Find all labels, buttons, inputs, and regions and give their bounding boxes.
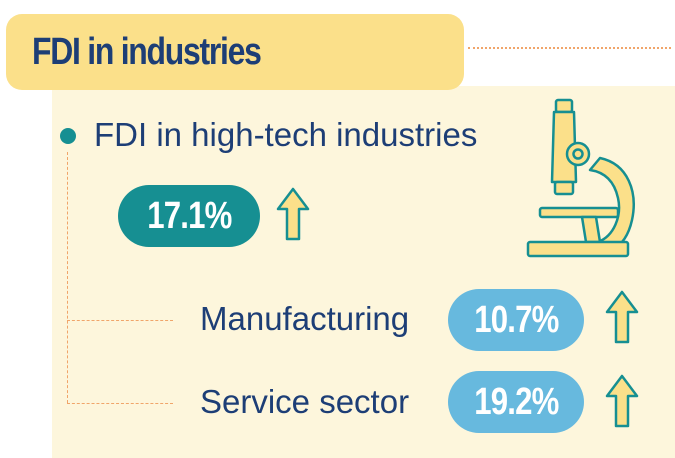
section-heading: FDI in high-tech industries — [94, 116, 478, 153]
manufacturing-growth-value: 10.7% — [473, 298, 559, 341]
manufacturing-growth-badge: 10.7% — [448, 289, 584, 351]
manufacturing-label: Manufacturing — [200, 300, 410, 337]
service-sector-growth-badge: 19.2% — [448, 371, 584, 433]
microscope-icon — [526, 98, 635, 258]
title-bar: FDI in industries — [6, 14, 464, 90]
total-growth-value: 17.1% — [146, 194, 232, 237]
up-arrow-icon — [605, 290, 639, 344]
tree-connector-vertical — [67, 152, 68, 403]
tree-connector-service — [67, 403, 173, 404]
service-sector-label: Service sector — [200, 383, 410, 420]
up-arrow-icon — [605, 374, 639, 428]
bullet-dot — [60, 128, 76, 144]
page-title: FDI in industries — [32, 30, 262, 73]
up-arrow-icon — [276, 187, 310, 241]
tree-connector-manufacturing — [67, 320, 173, 321]
title-divider — [468, 47, 671, 49]
total-growth-badge: 17.1% — [118, 185, 260, 247]
service-sector-growth-value: 19.2% — [473, 380, 559, 423]
